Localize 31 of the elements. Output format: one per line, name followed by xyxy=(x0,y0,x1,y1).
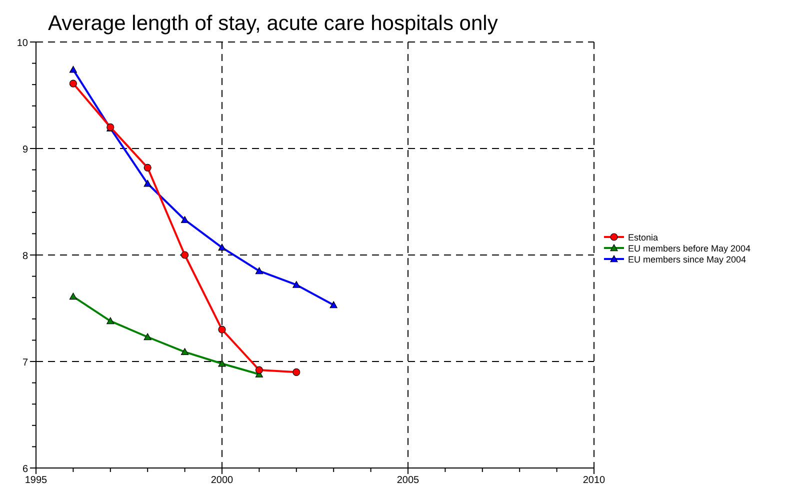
point xyxy=(292,281,300,288)
point xyxy=(330,301,338,308)
point xyxy=(255,366,263,374)
x-tick-label: 2010 xyxy=(582,475,606,486)
legend-label: Estonia xyxy=(628,232,658,242)
point xyxy=(144,180,152,187)
legend-label: EU members since May 2004 xyxy=(628,254,746,264)
point xyxy=(218,244,226,251)
x-tick-label: 1995 xyxy=(24,475,48,486)
point xyxy=(144,333,152,340)
y-tick-label: 8 xyxy=(22,251,28,262)
y-tick-label: 7 xyxy=(22,358,28,368)
point xyxy=(144,164,152,172)
x-tick-label: 2000 xyxy=(210,475,234,486)
x-tick-label: 2005 xyxy=(396,475,420,486)
y-tick-label: 10 xyxy=(16,38,28,49)
point xyxy=(69,66,77,73)
y-tick-label: 6 xyxy=(22,464,28,475)
point xyxy=(255,267,263,274)
point xyxy=(181,216,189,223)
point xyxy=(292,368,300,376)
point xyxy=(218,360,226,367)
point xyxy=(181,348,189,356)
point xyxy=(181,251,189,259)
point xyxy=(69,80,77,88)
legend-label: EU members before May 2004 xyxy=(628,244,751,254)
chart-title: Average length of stay, acute care hospitals only xyxy=(48,12,498,35)
point xyxy=(218,326,226,334)
y-tick-label: 9 xyxy=(22,144,28,156)
point xyxy=(106,317,114,324)
point xyxy=(69,292,77,300)
